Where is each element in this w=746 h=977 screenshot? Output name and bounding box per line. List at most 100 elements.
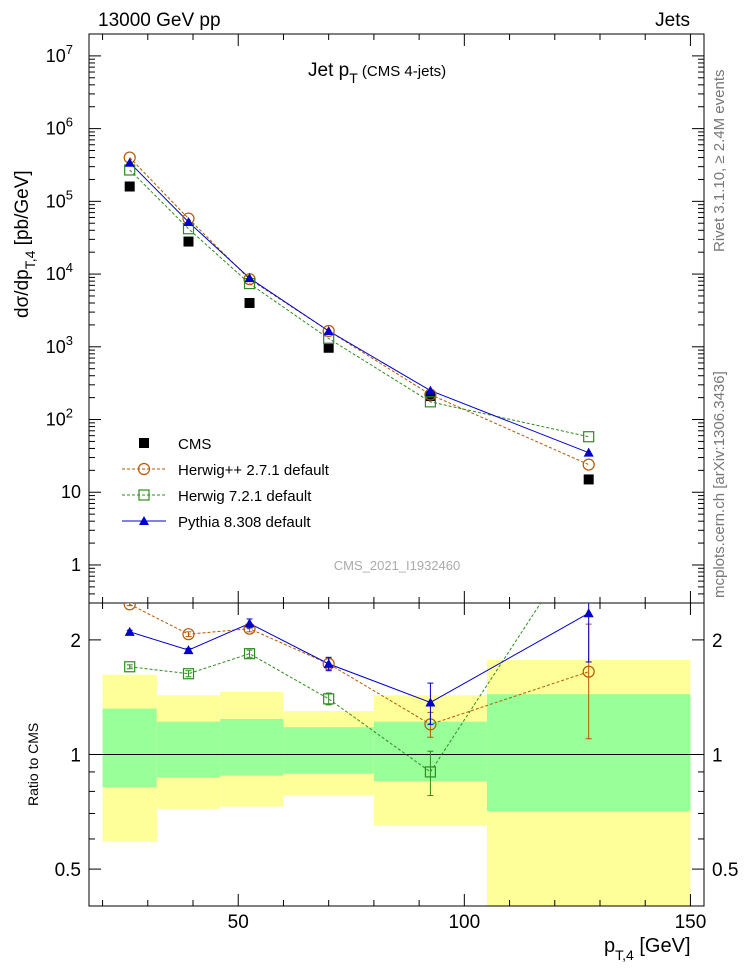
analysis-watermark: CMS_2021_I1932460 xyxy=(334,558,461,573)
ratio-panel: 50 100 150 0.5 0.5 1 1 2 2 xyxy=(55,524,738,933)
title-sub: T xyxy=(349,70,358,86)
data-point-pythia xyxy=(583,447,594,457)
data-point-herwigpp xyxy=(582,458,595,471)
uncertainty-band-inner xyxy=(283,727,374,774)
y-tick-exponent: 5 xyxy=(66,187,73,202)
legend-marker-herwigpp xyxy=(137,462,151,476)
xlabel-sub: T,4 xyxy=(615,947,634,963)
y-tick-exponent: 2 xyxy=(66,406,73,421)
legend-marker-pythia xyxy=(139,516,149,525)
data-point-cms xyxy=(583,474,594,485)
legend-label-herwigpp: Herwig++ 2.7.1 default xyxy=(178,462,330,479)
data-point-cms xyxy=(244,298,255,309)
data-point-pythia xyxy=(124,157,135,167)
y-tick-label: 107 xyxy=(46,42,73,66)
y-tick-base: 10 xyxy=(46,410,66,430)
data-point-cms xyxy=(425,391,436,402)
x-tick-label: 100 xyxy=(448,912,480,933)
ylabel-main: dσ/dp xyxy=(12,269,33,318)
y-tick-label: 106 xyxy=(46,115,73,139)
legend: CMS Herwig++ 2.7.1 default Herwig 7.2.1 de… xyxy=(122,436,330,531)
ratio-point-herwigpp xyxy=(582,665,595,678)
ratio-y-tick-label-right: 0.5 xyxy=(712,860,738,881)
y-tick-label: 10 xyxy=(61,482,81,502)
y-tick-base: 10 xyxy=(46,337,66,357)
ratio-point-pythia xyxy=(323,658,334,668)
y-tick-base: 10 xyxy=(46,191,66,211)
uncertainty-band-inner xyxy=(156,721,221,778)
ratio-point-herwig7 xyxy=(323,693,335,705)
legend-label-cms: CMS xyxy=(178,436,211,453)
mcplots-label: mcplots.cern.ch [arXiv:1306.3436] xyxy=(711,371,728,598)
ratio-point-herwig7 xyxy=(124,661,136,673)
xlabel-main: p xyxy=(604,935,615,957)
ratio-point-herwigpp xyxy=(123,603,136,611)
ratio-line-pythia xyxy=(129,612,589,703)
y-tick-label: 103 xyxy=(46,333,73,357)
series-line-herwig7 xyxy=(129,169,589,438)
ratio-y-tick-label-right: 2 xyxy=(712,631,723,652)
title-suffix: (CMS 4-jets) xyxy=(358,63,446,80)
uncertainty-band-inner xyxy=(102,708,157,788)
data-point-herwig7 xyxy=(424,396,437,408)
y-tick-exponent: 7 xyxy=(66,42,73,57)
ratio-point-herwig7 xyxy=(424,766,437,778)
y-tick-label: 104 xyxy=(46,260,73,284)
ratio-point-pythia xyxy=(583,608,594,618)
uncertainty-band-inner xyxy=(220,718,284,776)
header-right: Jets xyxy=(655,10,690,31)
data-point-cms xyxy=(183,236,194,247)
data-point-pythia xyxy=(323,325,334,335)
y-tick-label: 1 xyxy=(71,555,81,575)
main-ylabel: dσ/dpT,4 [pb/GeV] xyxy=(12,170,38,318)
ratio-series-group xyxy=(123,524,595,797)
data-point-cms xyxy=(124,181,135,192)
data-point-herwig7 xyxy=(583,431,595,443)
ratio-point-herwig7 xyxy=(243,648,256,660)
ratio-point-pythia xyxy=(425,697,436,707)
y-tick-base: 10 xyxy=(46,46,66,66)
ratio-point-pythia xyxy=(244,618,255,628)
legend-label-pythia: Pythia 8.308 default xyxy=(178,514,311,531)
ylabel-suffix: [pb/GeV] xyxy=(12,170,33,250)
data-point-herwigpp xyxy=(322,324,335,338)
data-point-pythia xyxy=(183,216,194,226)
x-axis-label: pT,4 [GeV] xyxy=(604,935,691,963)
legend-label-herwig7: Herwig 7.2.1 default xyxy=(178,488,312,505)
x-tick-label: 50 xyxy=(228,912,249,933)
ratio-y-tick-label: 0.5 xyxy=(55,860,81,881)
y-tick-exponent: 4 xyxy=(66,260,73,275)
header-left: 13000 GeV pp xyxy=(98,10,221,31)
ratio-point-herwig7 xyxy=(584,524,594,534)
series-line-pythia xyxy=(129,162,589,454)
plot-title: Jet pT (CMS 4-jets) xyxy=(308,60,446,86)
ratio-line-herwigpp xyxy=(129,603,589,725)
ratio-point-herwig7 xyxy=(182,668,195,680)
y-tick-label: 105 xyxy=(46,187,73,211)
y-tick-base: 10 xyxy=(46,119,66,139)
legend-marker-cms xyxy=(139,438,149,448)
ratio-y-tick-label: 2 xyxy=(70,631,81,652)
data-point-pythia xyxy=(244,273,255,283)
y-tick-exponent: 3 xyxy=(66,333,73,348)
title-main: Jet p xyxy=(308,60,349,81)
series-line-herwigpp xyxy=(129,157,589,466)
ratio-y-tick-label: 1 xyxy=(70,746,81,767)
y-tick-label: 102 xyxy=(46,406,73,430)
ratio-ylabel: Ratio to CMS xyxy=(25,723,41,806)
x-tick-label: 150 xyxy=(675,912,707,933)
y-tick-exponent: 6 xyxy=(66,115,73,130)
xlabel-suffix: [GeV] xyxy=(634,935,691,957)
legend-marker-herwig7 xyxy=(138,489,150,501)
ratio-point-herwigpp xyxy=(182,628,195,641)
data-point-cms xyxy=(323,342,334,353)
rivet-label: Rivet 3.1.10, ≥ 2.4M events xyxy=(711,70,728,253)
ratio-y-tick-label-right: 1 xyxy=(712,746,723,767)
ratio-point-pythia xyxy=(183,645,194,655)
ylabel-sub: T,4 xyxy=(22,250,38,269)
ratio-point-pythia xyxy=(124,626,135,636)
data-point-pythia xyxy=(425,385,436,395)
y-tick-base: 10 xyxy=(46,264,66,284)
